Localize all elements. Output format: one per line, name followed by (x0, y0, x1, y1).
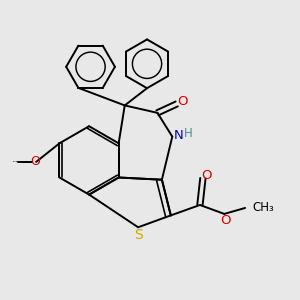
Text: methoxy: methoxy (16, 160, 22, 162)
Text: O: O (31, 155, 40, 168)
Text: O: O (201, 169, 212, 182)
Text: S: S (134, 228, 143, 242)
Text: O: O (177, 95, 188, 108)
Text: CH₃: CH₃ (253, 202, 274, 214)
Text: N: N (174, 129, 184, 142)
Text: O: O (220, 214, 230, 227)
Text: methoxy: methoxy (13, 160, 20, 162)
Text: H: H (184, 127, 193, 140)
